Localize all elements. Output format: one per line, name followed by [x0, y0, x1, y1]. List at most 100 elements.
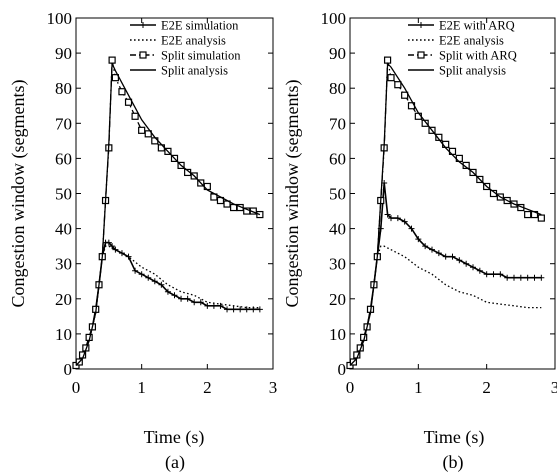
y-tick-label: 10 — [329, 325, 346, 344]
plus-marker — [191, 299, 198, 306]
plus-marker — [184, 295, 191, 302]
plus-marker — [151, 278, 158, 285]
legend-square-marker — [139, 51, 147, 59]
plus-marker — [408, 225, 415, 232]
plus-marker — [442, 253, 449, 260]
plus-marker — [171, 292, 178, 299]
legend-plus-marker — [140, 22, 146, 28]
series-line-4 — [75, 63, 261, 366]
plus-marker — [511, 274, 517, 281]
x-tick-label: 0 — [72, 378, 81, 397]
panel-label: (b) — [443, 452, 464, 473]
plus-marker — [449, 253, 456, 260]
plus-marker — [256, 306, 263, 313]
plus-marker — [109, 243, 116, 250]
square-marker — [387, 74, 395, 82]
plus-marker — [531, 274, 538, 281]
square-marker — [108, 56, 116, 64]
y-tick-label: 50 — [329, 185, 346, 204]
plus-marker — [105, 239, 112, 246]
y-tick-label: 100 — [47, 9, 73, 28]
plus-marker — [230, 306, 237, 313]
plus-marker — [178, 295, 185, 302]
legend-entry-3: Split simulation — [161, 49, 241, 63]
y-tick-label: 100 — [321, 9, 347, 28]
square-marker — [401, 91, 409, 99]
series-line-4 — [349, 62, 542, 366]
y-tick-label: 40 — [329, 220, 346, 239]
y-tick-label: 40 — [55, 220, 72, 239]
plus-marker — [415, 236, 422, 243]
y-axis-title: Congestion window (segments) — [8, 80, 29, 308]
square-marker — [394, 81, 402, 89]
legend-square-marker — [417, 51, 425, 59]
plus-marker — [504, 274, 511, 281]
plus-marker — [158, 281, 165, 288]
plus-marker — [483, 271, 490, 278]
legend-entry-2: E2E analysis — [161, 34, 226, 48]
square-marker — [383, 56, 392, 64]
x-tick-label: 2 — [482, 378, 491, 397]
y-tick-label: 80 — [329, 79, 346, 98]
plus-marker — [422, 243, 429, 250]
y-tick-label: 0 — [64, 360, 73, 379]
series-line-1 — [349, 182, 542, 367]
square-marker — [118, 88, 126, 96]
y-tick-label: 20 — [55, 290, 72, 309]
plus-marker — [204, 302, 211, 309]
series-line-3 — [75, 59, 261, 366]
series-line-2 — [349, 245, 542, 366]
square-marker — [435, 133, 443, 141]
plus-marker — [388, 215, 394, 222]
plus-marker — [243, 306, 250, 313]
plus-marker — [197, 299, 204, 306]
x-tick-label: 1 — [414, 378, 423, 397]
x-axis-title: Time (s) — [144, 427, 205, 448]
y-axis-title: Congestion window (segments) — [282, 80, 303, 308]
plus-marker — [138, 271, 145, 278]
plus-marker — [538, 274, 545, 281]
legend-entry-2: E2E analysis — [439, 34, 504, 48]
y-tick-label: 0 — [338, 360, 347, 379]
series-line-3 — [349, 59, 542, 366]
y-tick-label: 50 — [55, 185, 72, 204]
plus-marker — [435, 250, 442, 257]
y-tick-label: 60 — [55, 149, 72, 168]
square-marker — [421, 119, 429, 127]
y-tick-label: 90 — [329, 44, 346, 63]
x-tick-label: 2 — [203, 378, 212, 397]
y-tick-label: 10 — [55, 325, 72, 344]
plus-marker — [470, 264, 476, 271]
square-marker — [524, 210, 532, 219]
plus-marker — [429, 246, 435, 253]
square-marker — [131, 112, 139, 120]
plus-marker — [112, 246, 119, 253]
plus-marker — [164, 288, 171, 295]
y-tick-label: 70 — [55, 114, 72, 133]
plus-marker — [237, 306, 244, 313]
x-tick-label: 1 — [137, 378, 146, 397]
y-tick-label: 90 — [55, 44, 72, 63]
plus-marker — [384, 211, 391, 218]
plus-marker — [490, 271, 497, 278]
plus-marker — [456, 257, 463, 264]
square-marker — [537, 214, 545, 222]
y-tick-label: 30 — [329, 255, 346, 274]
plus-marker — [217, 302, 224, 309]
plus-marker — [132, 267, 139, 274]
legend-entry-3: Split with ARQ — [439, 49, 517, 63]
plus-marker — [118, 250, 125, 257]
legend-plus-marker — [418, 22, 424, 28]
chart-panel-a: 0 10 20 30 40 50 60 70 80 90 100 0 1 2 3 Time (s) (a) Con… — [8, 9, 277, 473]
x-tick-label: 3 — [551, 378, 557, 397]
legend-entry-4: Split analysis — [161, 64, 228, 78]
legend-entry-1: E2E with ARQ — [439, 19, 515, 33]
x-axis-title: Time (s) — [424, 427, 485, 448]
x-tick-label: 3 — [269, 378, 278, 397]
x-tick-label: 0 — [346, 378, 355, 397]
panel-label: (a) — [165, 452, 185, 473]
series-line-2 — [75, 245, 260, 366]
square-marker — [124, 98, 133, 106]
